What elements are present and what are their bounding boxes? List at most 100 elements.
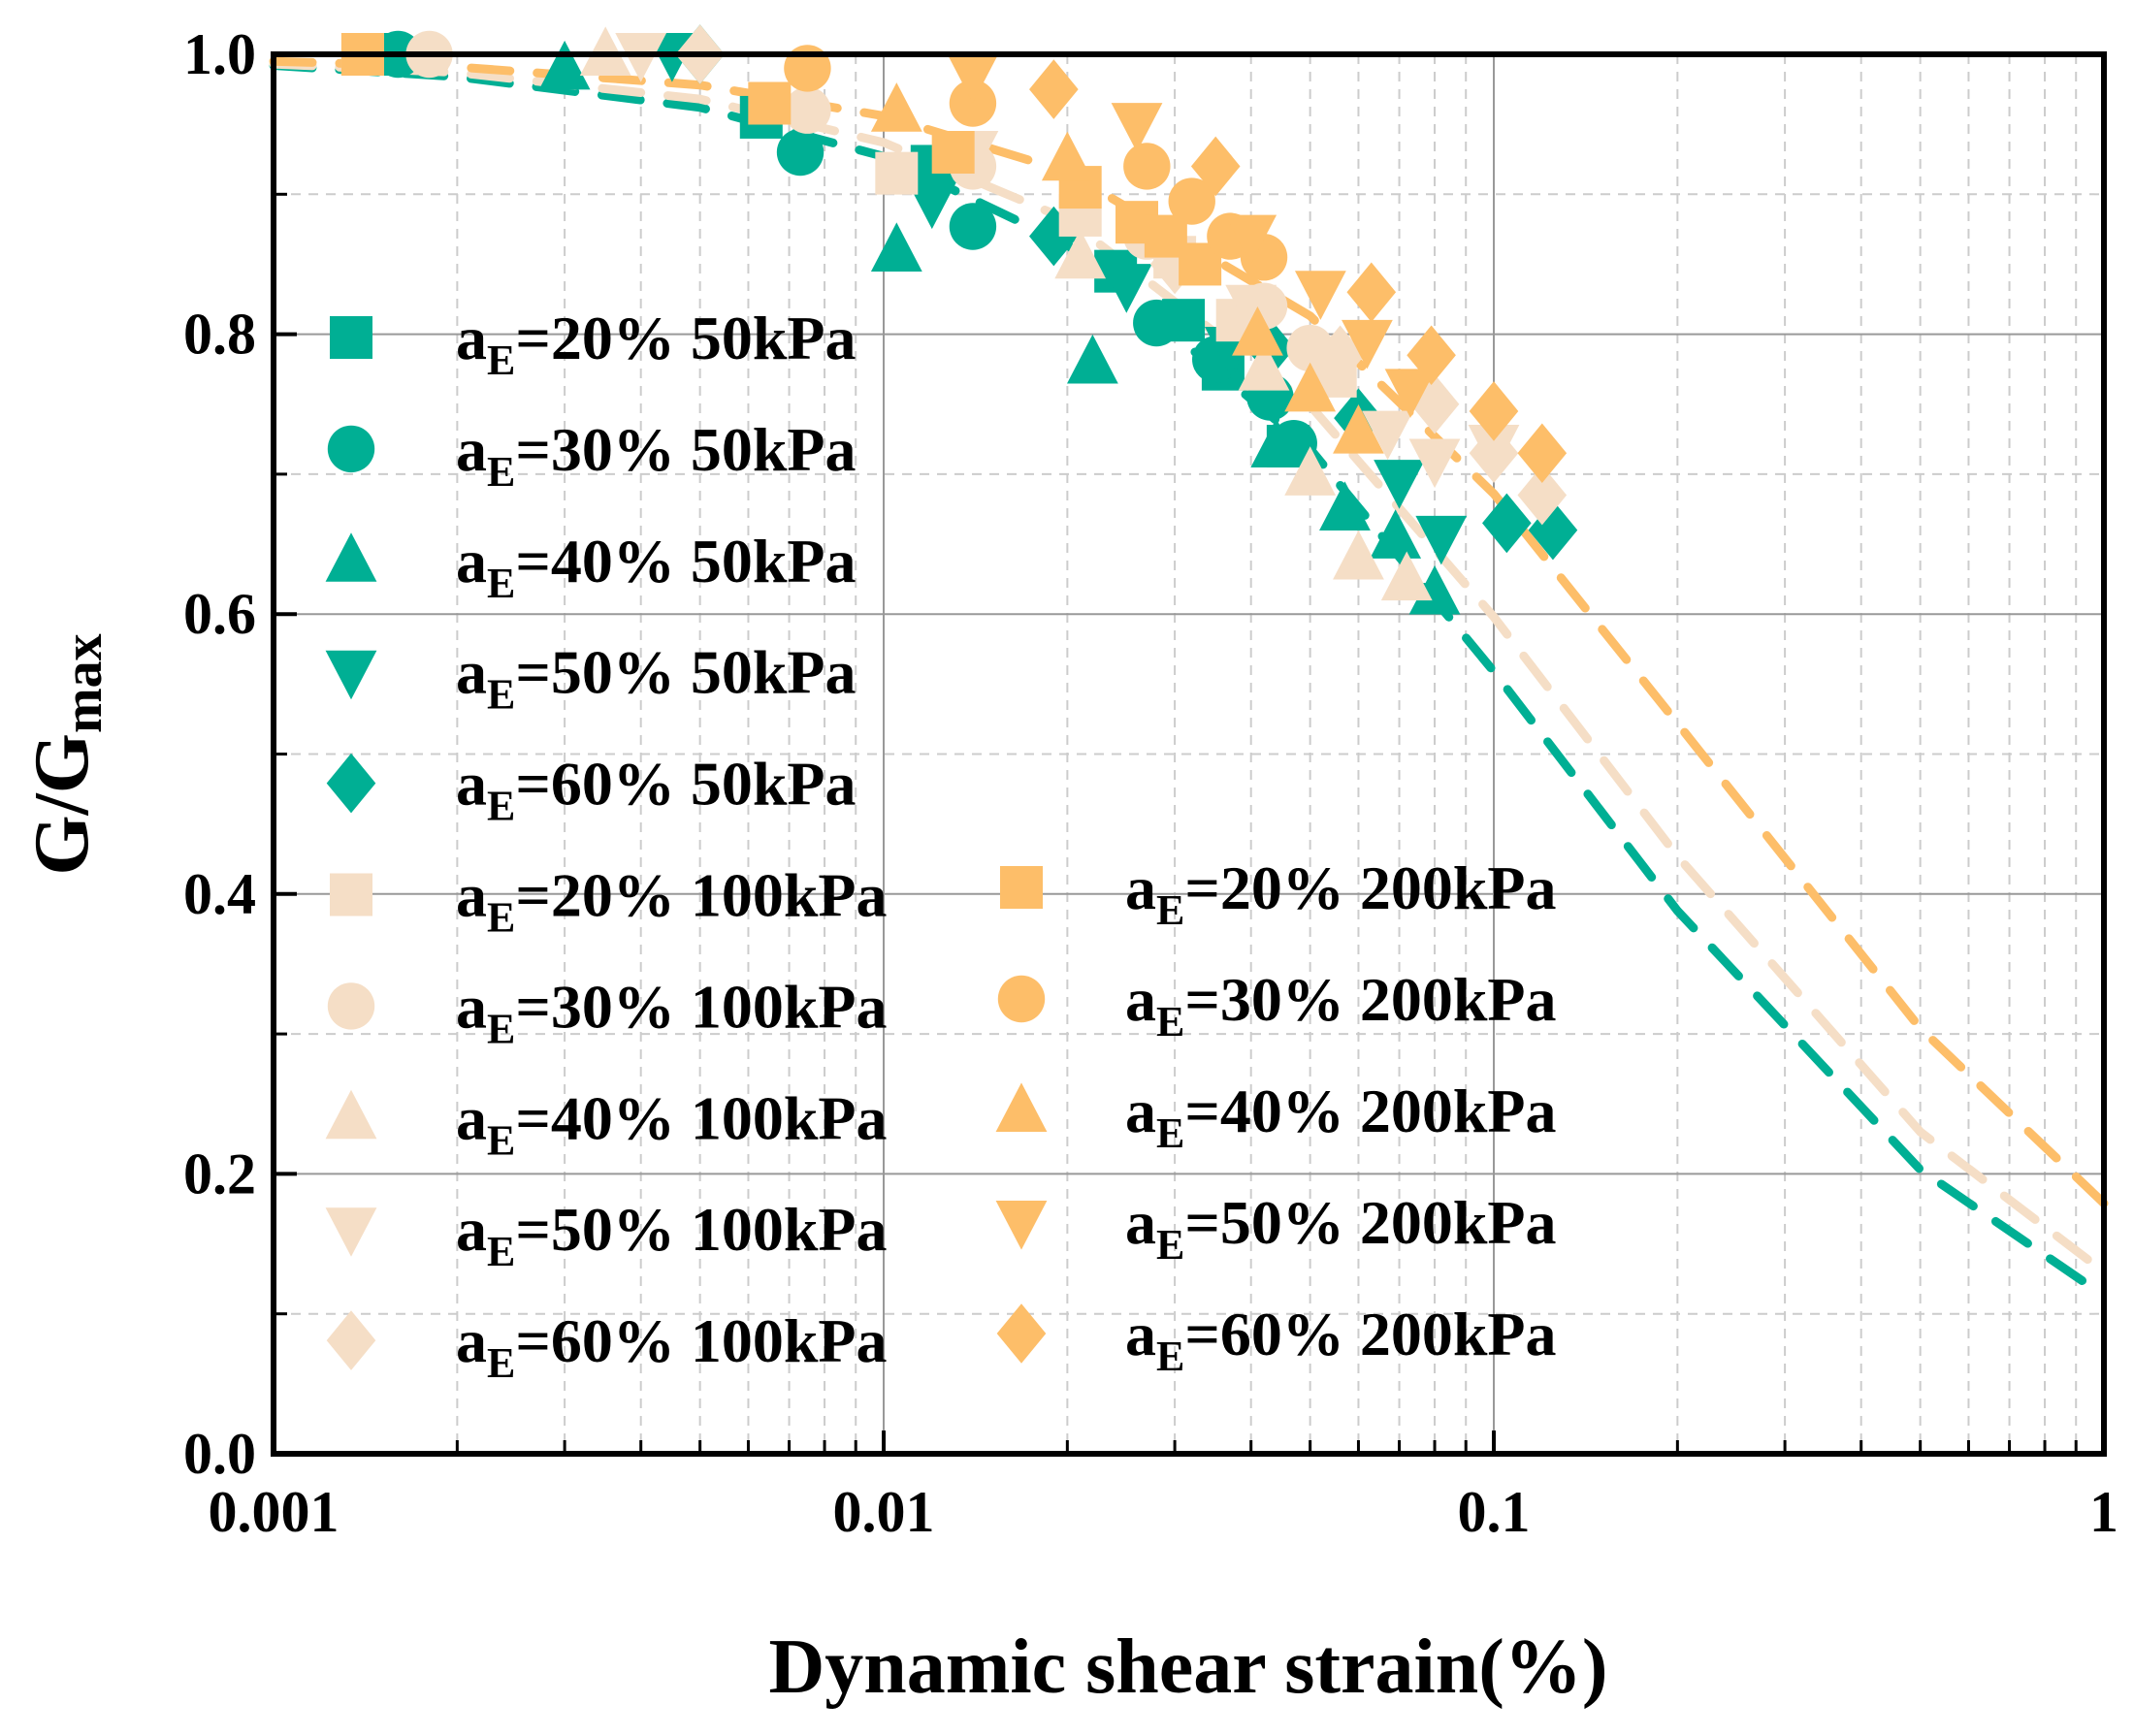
data-point <box>784 86 831 134</box>
legend-label: aE=60% 100kPa <box>456 1306 888 1387</box>
x-tick-label: 1 <box>2089 1480 2118 1544</box>
legend-label-main: a <box>456 750 487 819</box>
legend-label: aE=40% 50kPa <box>456 527 857 607</box>
legend-label-sub: E <box>487 1228 515 1275</box>
legend-label-rest: =40% 50kPa <box>515 527 856 595</box>
legend-label-rest: =30% 100kPa <box>515 972 887 1041</box>
legend-label-main: a <box>1125 1188 1156 1257</box>
legend-label-main: a <box>456 1195 487 1264</box>
series-2 <box>538 40 1461 615</box>
y-tick-label: 0.0 <box>183 1422 256 1486</box>
legend-label-rest: =60% 50kPa <box>515 750 856 819</box>
data-point <box>875 151 919 195</box>
data-point <box>1469 381 1519 441</box>
data-point <box>1528 499 1578 561</box>
data-point <box>1408 438 1461 489</box>
legend-label: aE=50% 200kPa <box>1125 1188 1557 1269</box>
data-points <box>340 24 1578 615</box>
data-point <box>1294 271 1346 320</box>
data-point <box>931 131 975 175</box>
legend-label-rest: =40% 100kPa <box>515 1083 887 1152</box>
legend-label-sub: E <box>487 1116 515 1164</box>
legend-label-main: a <box>456 527 487 595</box>
data-point <box>1517 465 1568 526</box>
legend-label-sub: E <box>487 1339 515 1387</box>
data-point <box>1054 229 1107 279</box>
series-13 <box>947 53 1437 418</box>
legend-label-sub: E <box>1156 1109 1184 1157</box>
data-point <box>870 222 922 273</box>
legend-label-sub: E <box>487 671 515 719</box>
data-point <box>1111 103 1163 152</box>
x-tick-label: 0.001 <box>209 1480 340 1544</box>
data-point <box>1408 564 1461 615</box>
legend-marker <box>326 753 376 814</box>
data-point <box>1333 530 1384 580</box>
legend-marker <box>996 1303 1047 1364</box>
legend-label-rest: =20% 200kPa <box>1184 853 1556 922</box>
legend-label: aE=20% 50kPa <box>456 304 857 384</box>
legend-item: aE=60% 200kPa <box>996 1300 1557 1380</box>
y-tick-label: 0.2 <box>183 1141 256 1206</box>
y-tick-label: 0.4 <box>183 862 256 926</box>
legend-marker <box>997 975 1046 1023</box>
y-tick-label: 0.8 <box>183 303 256 367</box>
x-tick-label: 0.1 <box>1458 1480 1531 1544</box>
legend-item: aE=50% 50kPa <box>325 638 857 719</box>
legend-marker <box>327 425 375 473</box>
legend-label-main: a <box>1125 853 1156 922</box>
data-point <box>1482 493 1532 554</box>
plot-frame <box>271 51 2107 1457</box>
series-12 <box>870 82 1384 454</box>
legend-marker <box>330 873 372 916</box>
legend-label: aE=30% 200kPa <box>1125 965 1557 1045</box>
legend-label: aE=30% 50kPa <box>456 415 857 496</box>
legend-marker <box>326 1310 376 1370</box>
data-point <box>1517 423 1568 484</box>
data-point <box>1284 362 1337 412</box>
axes: 0.001 0.01 0.1 1 0.0 0.2 0.4 0.6 0.8 1.0 <box>183 22 2118 1544</box>
data-point <box>947 53 999 104</box>
data-point <box>870 82 922 132</box>
legend-marker <box>995 1082 1048 1132</box>
data-point <box>1041 131 1093 181</box>
series-11 <box>784 45 1288 281</box>
data-point <box>1346 262 1397 323</box>
legend-marker <box>325 1207 377 1257</box>
legend-item: aE=40% 100kPa <box>325 1083 888 1164</box>
legend-item: aE=20% 100kPa <box>330 861 888 942</box>
y-axis-label: G/Gmax <box>19 633 113 875</box>
legend-label-main: a <box>456 861 487 930</box>
y-axis-label-main: G/G <box>19 733 105 876</box>
legend-label-sub: E <box>487 337 515 384</box>
legend-label-sub: E <box>487 560 515 607</box>
data-point <box>1250 418 1303 468</box>
legend-item: aE=60% 50kPa <box>326 750 857 830</box>
legend-label-rest: =20% 50kPa <box>515 304 856 372</box>
data-point <box>1123 143 1171 190</box>
legend-label: aE=20% 200kPa <box>1125 853 1557 934</box>
data-point <box>1362 410 1414 461</box>
legend-label-sub: E <box>1156 886 1184 934</box>
legend-label: aE=50% 50kPa <box>456 638 857 719</box>
legend-item: aE=50% 200kPa <box>995 1188 1557 1269</box>
legend-label-main: a <box>1125 1300 1156 1368</box>
legend-label-main: a <box>456 638 487 707</box>
data-point <box>1238 341 1290 391</box>
data-point <box>776 128 824 177</box>
legend-item: aE=40% 200kPa <box>995 1077 1557 1157</box>
data-point <box>949 203 997 250</box>
legend-marker <box>330 316 372 359</box>
data-point <box>1168 177 1215 225</box>
data-point <box>1190 136 1241 197</box>
data-point <box>748 81 792 125</box>
legend-marker <box>325 1089 377 1140</box>
legend-label-main: a <box>1125 1077 1156 1145</box>
data-point <box>1342 319 1393 370</box>
legend-marker <box>1000 866 1043 909</box>
legend-item: aE=50% 100kPa <box>325 1195 888 1275</box>
legend-label-sub: E <box>1156 998 1184 1045</box>
legend-label-main: a <box>456 1083 487 1152</box>
x-axis-label: Dynamic shear strain(%) <box>768 1624 1607 1710</box>
legend-label-main: a <box>456 1306 487 1375</box>
